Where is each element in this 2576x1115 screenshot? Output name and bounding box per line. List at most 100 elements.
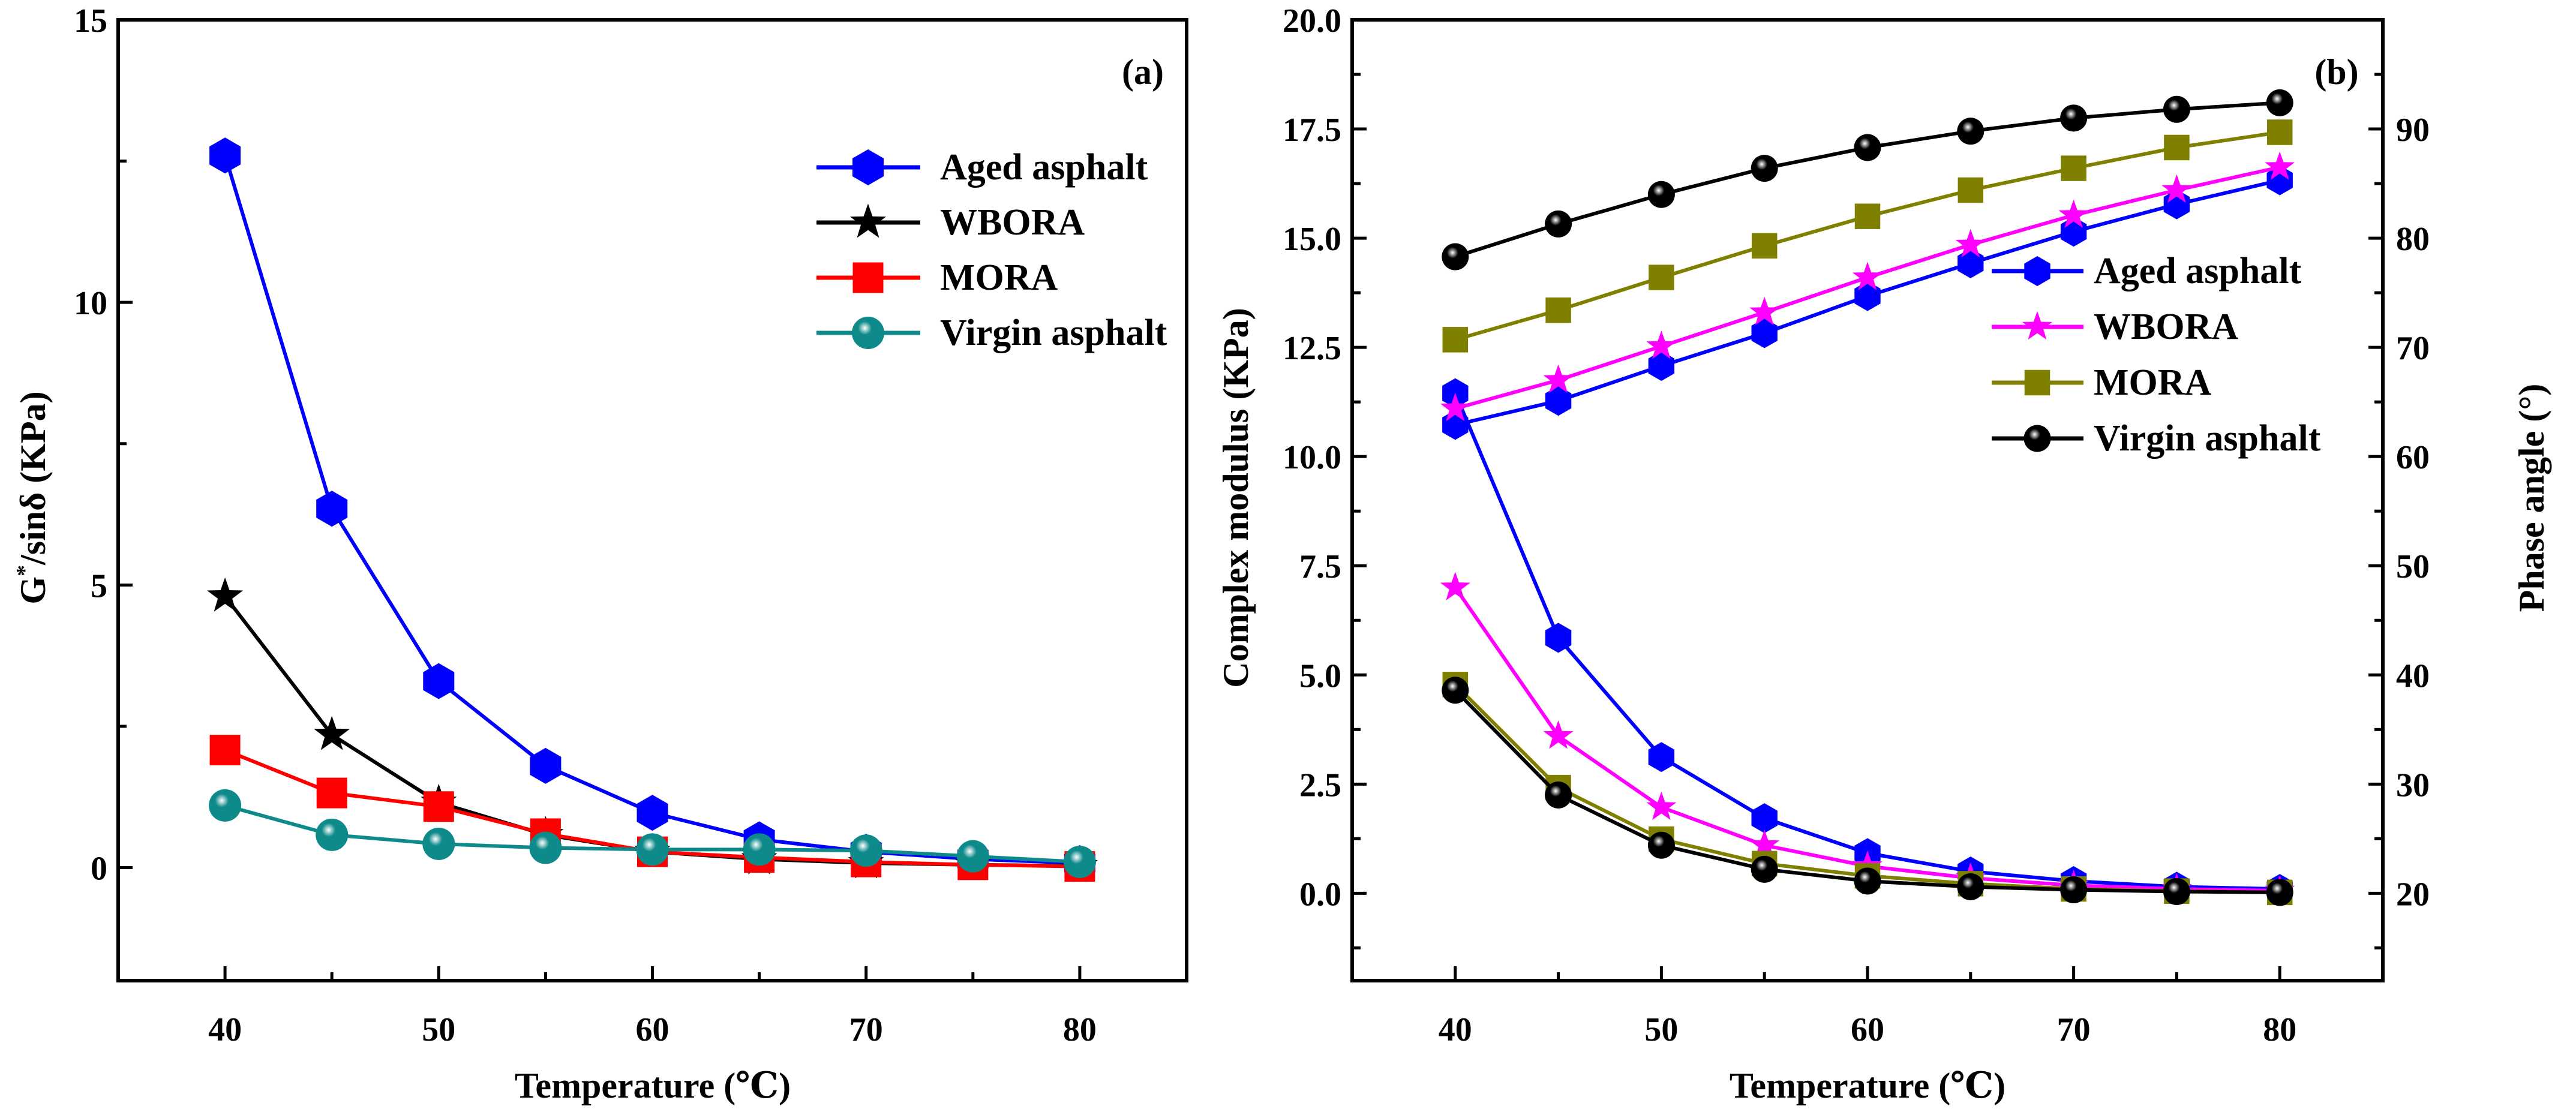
- y-tick-label-b: 12.5: [1283, 330, 1341, 367]
- phase-point: [1751, 318, 1778, 348]
- phase-point: [1751, 155, 1778, 182]
- phase-point: [2058, 199, 2089, 229]
- modulus-point: [1957, 873, 1984, 900]
- data-point: [529, 831, 562, 864]
- phase-point: [2060, 104, 2088, 132]
- y2-tick-label-b: 90: [2396, 112, 2430, 149]
- y-tick-label-b: 2.5: [1299, 767, 1341, 804]
- legend-label: Virgin asphalt: [940, 312, 1167, 353]
- phase-point: [1955, 229, 1986, 258]
- x-axis-title-b: Temperature (℃): [1730, 1066, 2005, 1105]
- phase-point: [1440, 392, 1470, 422]
- phase-point: [2266, 89, 2293, 116]
- phase-point: [1749, 296, 1780, 326]
- phase-point: [2163, 95, 2190, 123]
- legend-label: Aged asphalt: [2094, 251, 2302, 291]
- data-point: [849, 834, 882, 867]
- series-virgin-asphalt: [209, 789, 1096, 879]
- data-point: [209, 789, 242, 822]
- y2-tick-label-b: 60: [2396, 439, 2430, 476]
- legend-marker: [852, 149, 884, 185]
- y-tick-label-b: 7.5: [1299, 548, 1341, 585]
- data-point: [422, 827, 455, 860]
- y-tick-label-a: 0: [91, 850, 107, 888]
- data-point: [316, 491, 348, 527]
- y-axis-title-b: Complex modulus (KPa): [1216, 308, 1256, 687]
- plot-frame-b: [1350, 18, 2385, 982]
- data-point: [316, 777, 347, 809]
- data-point: [743, 833, 776, 866]
- legend-label: WBORA: [2094, 306, 2238, 347]
- y-label-post: /sinδ (KPa): [13, 391, 53, 565]
- series-mora: [1442, 119, 2293, 906]
- x-axis-title-a: Temperature (℃): [515, 1066, 791, 1105]
- y-tick-label-a: 10: [74, 285, 107, 322]
- modulus-point: [1751, 855, 1778, 883]
- y2-tick-label-b: 50: [2396, 548, 2430, 585]
- data-point: [314, 716, 350, 750]
- legend-label: Virgin asphalt: [2094, 418, 2321, 459]
- y-label-sup: *: [12, 565, 37, 576]
- phase-point: [1545, 210, 1572, 238]
- y-tick-label-b: 5.0: [1299, 657, 1341, 695]
- legend-marker: [852, 317, 884, 349]
- phase-point: [1545, 386, 1572, 416]
- phase-point: [2265, 151, 2295, 180]
- phase-point: [1854, 281, 1881, 311]
- modulus-point: [1543, 720, 1574, 749]
- modulus-point: [1545, 623, 1572, 653]
- y-tick-label-b: 15.0: [1283, 221, 1341, 258]
- y2-tick-label-b: 70: [2396, 330, 2430, 367]
- phase-point: [2061, 155, 2086, 181]
- y-tick-label-b: 10.0: [1283, 439, 1341, 476]
- y-label-pre: G: [13, 576, 53, 605]
- y2-tick-label-b: 20: [2396, 876, 2430, 913]
- data-point: [530, 747, 562, 784]
- legend-marker: [2022, 311, 2052, 340]
- phase-point: [1957, 118, 1984, 145]
- x-tick-label-b: 80: [2263, 1011, 2296, 1048]
- y-axis-title-a: G*/sinδ (KPa): [12, 391, 53, 604]
- phase-point: [1649, 265, 1674, 290]
- modulus-point: [2060, 876, 2088, 904]
- x-tick-label-a: 40: [208, 1011, 242, 1048]
- x-tick-label-b: 50: [1644, 1011, 1678, 1048]
- data-point: [207, 577, 244, 612]
- modulus-point: [1648, 742, 1675, 773]
- chart-b: (b) Temperature (℃) Complex modulus (KPa…: [1216, 2, 2551, 1105]
- modulus-point: [1854, 867, 1881, 895]
- series-virgin-asphalt: [1442, 89, 2293, 906]
- modulus-point: [2163, 877, 2190, 905]
- y2-tick-label-b: 80: [2396, 221, 2430, 258]
- data-point: [637, 795, 668, 831]
- data-point: [209, 735, 241, 766]
- x-tick-label-b: 60: [1851, 1011, 1884, 1048]
- x-tick-label-b: 40: [1439, 1011, 1472, 1048]
- legend-label: MORA: [2094, 362, 2212, 403]
- phase-point: [1442, 327, 1469, 353]
- legend-marker: [2024, 256, 2050, 286]
- phase-point: [2161, 174, 2192, 203]
- phase-point: [1957, 248, 1984, 278]
- panel-label-b: (b): [2314, 52, 2358, 92]
- modulus-point: [1751, 803, 1778, 834]
- modulus-point: [1440, 572, 1470, 600]
- phase-point: [1751, 233, 1778, 259]
- legend-label: MORA: [940, 257, 1058, 298]
- data-point: [1063, 846, 1096, 879]
- y2-tick-label-b: 30: [2396, 767, 2430, 804]
- data-point: [636, 833, 669, 866]
- y2-axis-title-b: Phase angle (°): [2512, 384, 2551, 612]
- y-tick-label-a: 15: [74, 2, 107, 40]
- legend-label: Aged asphalt: [940, 147, 1148, 188]
- y-tick-label-b: 17.5: [1283, 112, 1341, 149]
- modulus-point: [1749, 830, 1780, 858]
- phase-point: [1854, 203, 1881, 229]
- x-tick-label-a: 50: [422, 1011, 455, 1048]
- modulus-point: [1545, 782, 1572, 809]
- phase-point: [1442, 243, 1469, 271]
- legend-marker: [2024, 369, 2050, 396]
- modulus-point: [1646, 791, 1677, 821]
- phase-point: [1543, 364, 1574, 393]
